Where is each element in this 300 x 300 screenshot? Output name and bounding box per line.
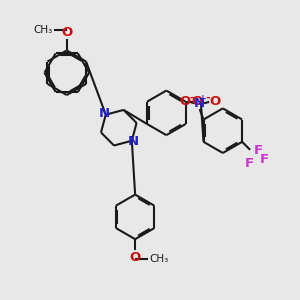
Text: O: O bbox=[179, 95, 190, 109]
Text: CH₃: CH₃ bbox=[33, 25, 52, 35]
Text: F: F bbox=[254, 144, 263, 157]
Text: -: - bbox=[206, 92, 210, 102]
Text: O: O bbox=[209, 95, 220, 109]
Text: O: O bbox=[191, 95, 203, 108]
Text: -: - bbox=[189, 92, 194, 102]
Text: F: F bbox=[260, 153, 269, 166]
Text: CH₃: CH₃ bbox=[149, 254, 169, 264]
Text: F: F bbox=[245, 157, 254, 170]
Text: +: + bbox=[200, 94, 207, 103]
Text: N: N bbox=[128, 135, 139, 148]
Text: O: O bbox=[61, 26, 72, 38]
Text: N: N bbox=[99, 107, 110, 120]
Text: N: N bbox=[194, 97, 205, 110]
Text: O: O bbox=[130, 251, 141, 264]
